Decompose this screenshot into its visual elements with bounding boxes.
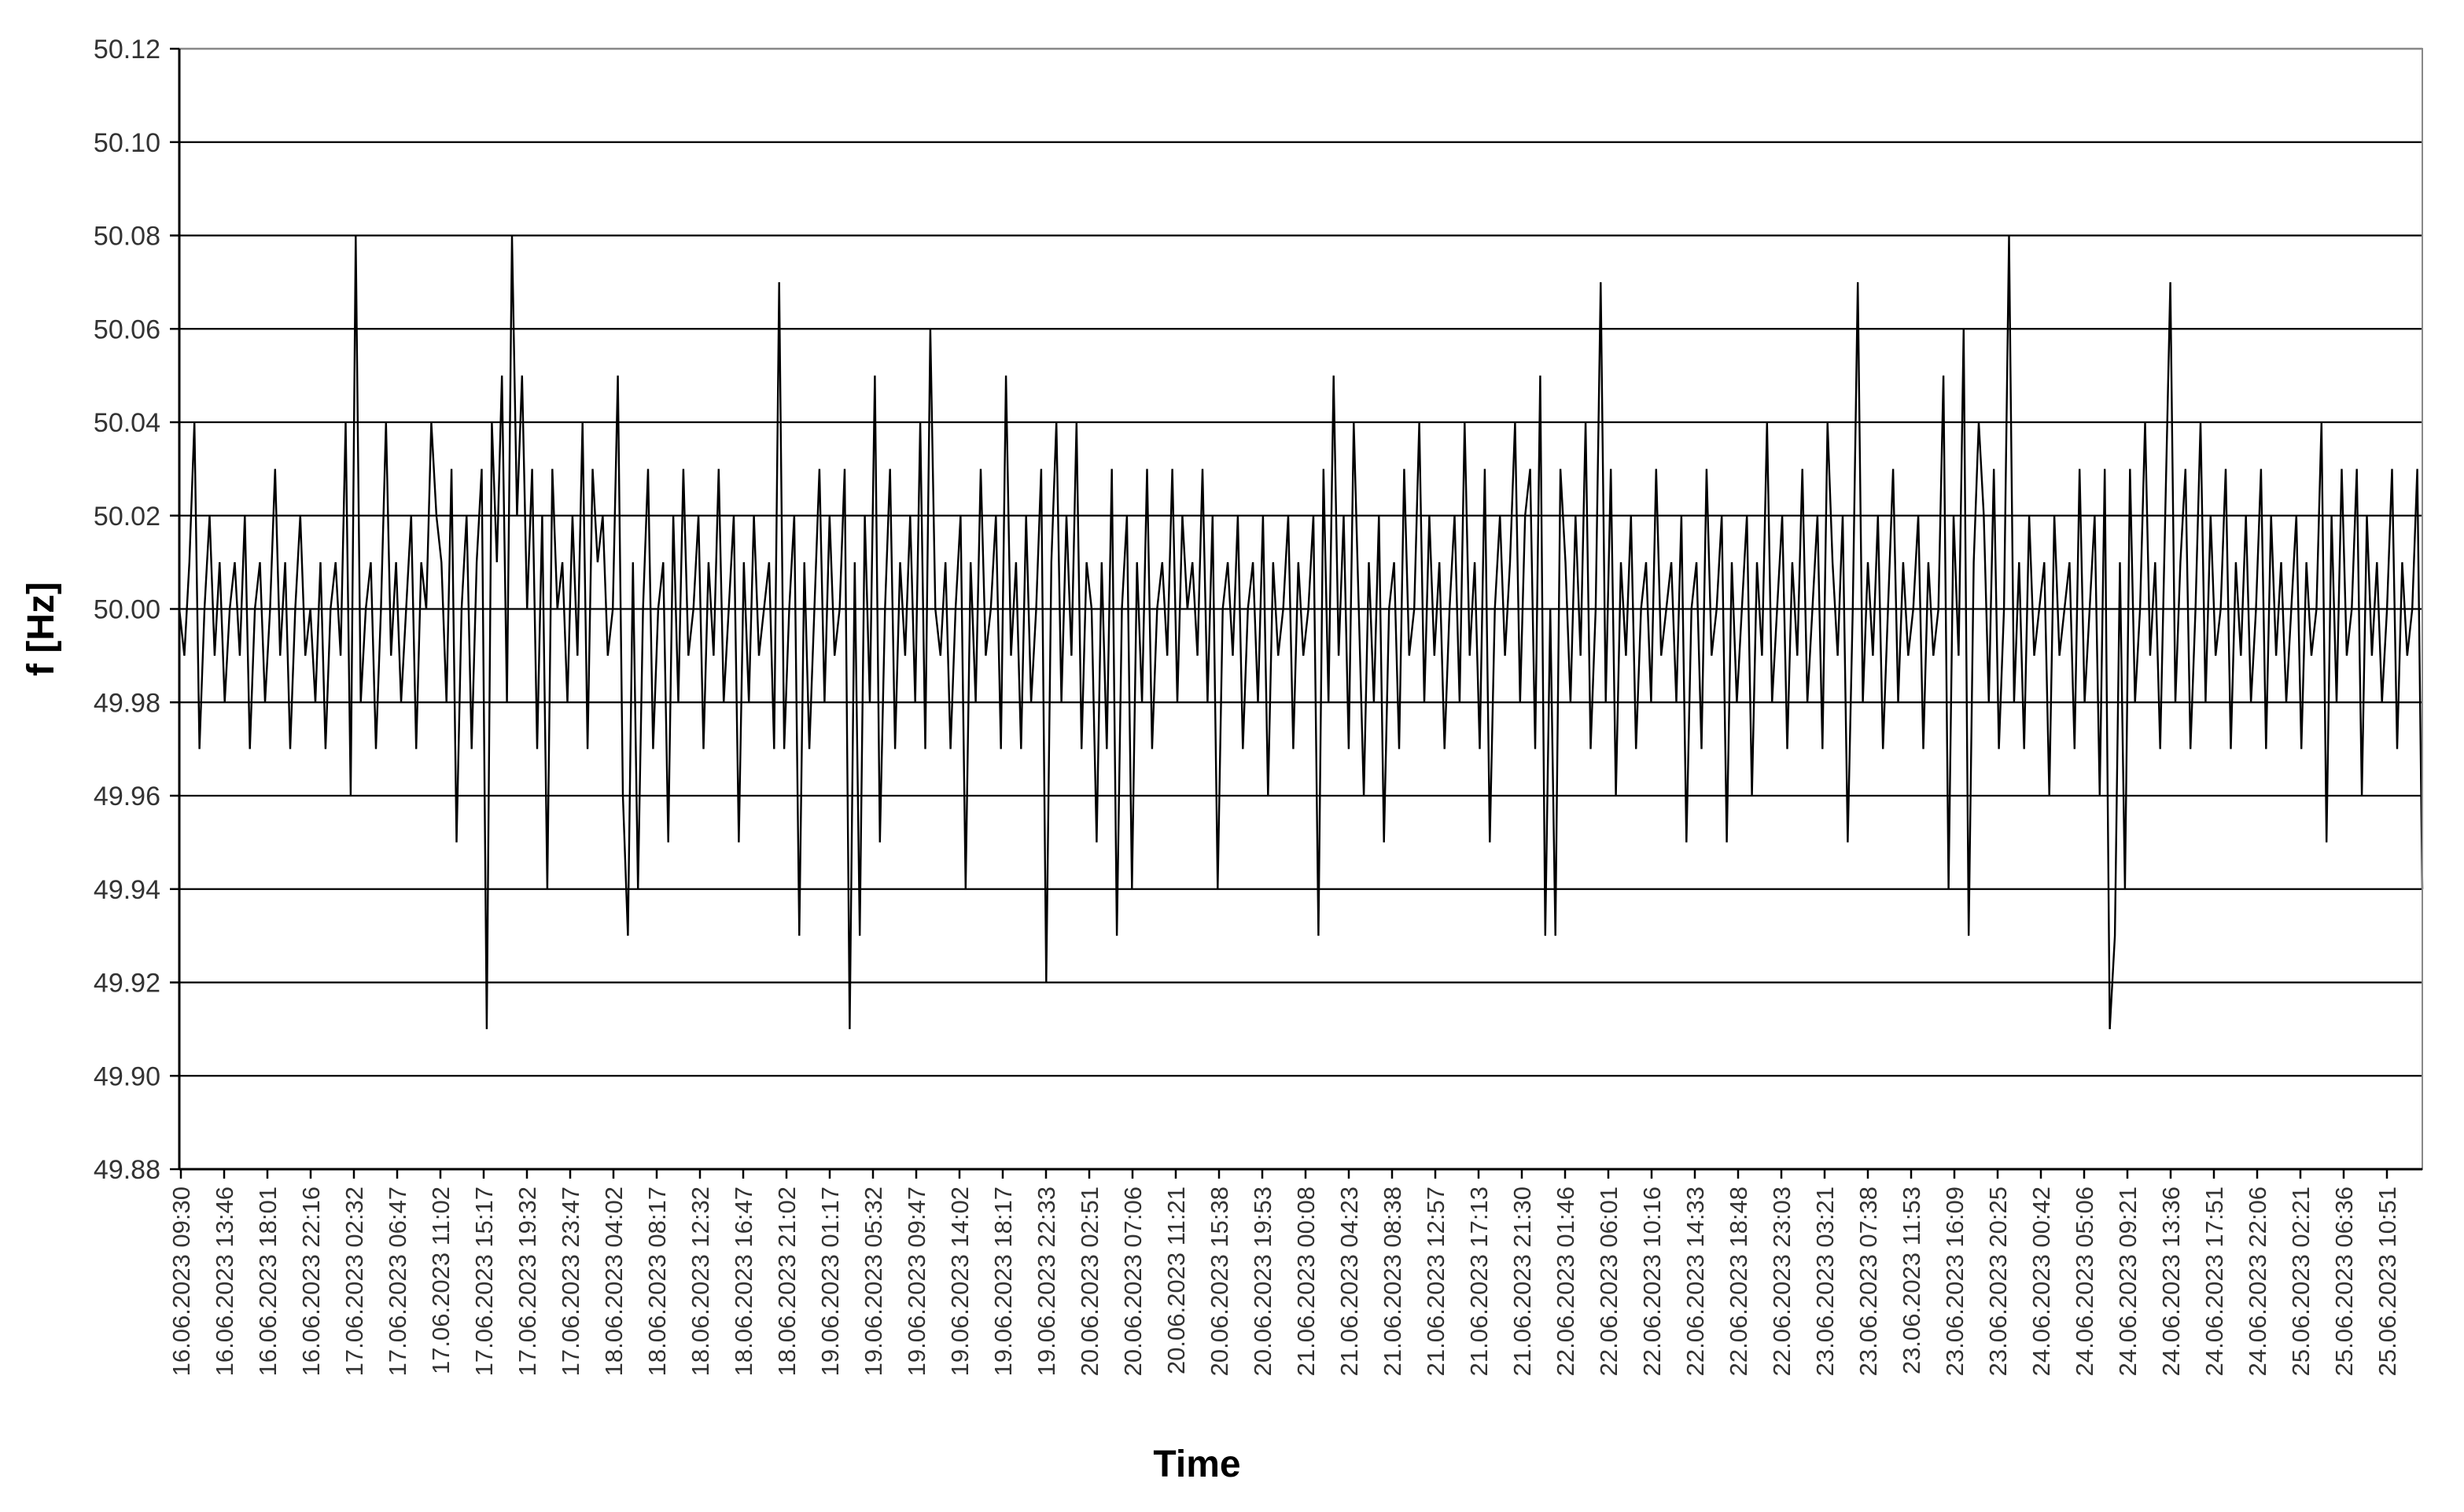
x-tick-label: 21.06.2023 12:57: [1422, 1186, 1449, 1376]
x-tick-label: 19.06.2023 18:17: [989, 1186, 1017, 1376]
x-tick-label: 18.06.2023 04:02: [600, 1186, 628, 1376]
x-tick-label: 20.06.2023 07:06: [1119, 1186, 1147, 1376]
y-tick-label: 49.90: [94, 1061, 160, 1091]
x-tick-label: 22.06.2023 14:33: [1681, 1186, 1709, 1376]
x-tick-label: 21.06.2023 08:38: [1379, 1186, 1406, 1376]
x-tick-label: 24.06.2023 22:06: [2244, 1186, 2271, 1376]
x-tick-label: 23.06.2023 03:21: [1811, 1186, 1839, 1376]
x-tick-label: 21.06.2023 00:08: [1292, 1186, 1320, 1376]
y-tick-label: 49.98: [94, 688, 160, 718]
x-tick-label: 24.06.2023 09:21: [2114, 1186, 2142, 1376]
x-tick-label: 23.06.2023 07:38: [1854, 1186, 1882, 1376]
x-tick-label: 22.06.2023 10:16: [1638, 1186, 1666, 1376]
y-tick-label: 50.08: [94, 222, 160, 252]
x-tick-label: 16.06.2023 09:30: [168, 1186, 195, 1376]
y-tick-label: 50.12: [94, 35, 160, 64]
x-tick-label: 17.06.2023 15:17: [470, 1186, 498, 1376]
x-tick-label: 18.06.2023 12:32: [687, 1186, 714, 1376]
x-tick-label: 19.06.2023 14:02: [946, 1186, 974, 1376]
x-tick-label: 17.06.2023 11:02: [427, 1186, 455, 1374]
x-tick-label: 24.06.2023 17:51: [2201, 1186, 2228, 1376]
y-tick-label: 50.00: [94, 595, 160, 625]
x-tick-label: 25.06.2023 10:51: [2374, 1186, 2401, 1376]
x-tick-label: 22.06.2023 18:48: [1725, 1186, 1752, 1376]
x-tick-label: 25.06.2023 06:36: [2330, 1186, 2358, 1376]
x-tick-label: 17.06.2023 19:32: [514, 1186, 541, 1376]
y-tick-label: 49.88: [94, 1155, 160, 1185]
y-tick-label: 49.94: [94, 875, 160, 905]
x-tick-label: 16.06.2023 22:16: [297, 1186, 325, 1376]
x-tick-label: 24.06.2023 00:42: [2028, 1186, 2055, 1376]
x-tick-label: 21.06.2023 21:30: [1508, 1186, 1536, 1376]
x-tick-label: 23.06.2023 20:25: [1984, 1186, 2012, 1376]
x-tick-label: 22.06.2023 23:03: [1768, 1186, 1796, 1376]
x-tick-label: 24.06.2023 05:06: [2071, 1186, 2098, 1376]
y-tick-label: 49.96: [94, 782, 160, 811]
x-tick-label: 17.06.2023 23:47: [557, 1186, 584, 1376]
x-tick-label: 16.06.2023 18:01: [254, 1186, 282, 1376]
series-line-frequency: [178, 235, 2424, 1029]
series-line-group: [178, 235, 2424, 1029]
x-tick-label: 23.06.2023 16:09: [1941, 1186, 1969, 1376]
y-axis-title: f [Hz]: [20, 582, 62, 676]
x-tick-label: 22.06.2023 01:46: [1552, 1186, 1579, 1376]
x-tick-label: 18.06.2023 08:17: [643, 1186, 671, 1376]
x-tick-label: 17.06.2023 06:47: [384, 1186, 411, 1376]
x-axis-title: Time: [1153, 1444, 1240, 1485]
x-tick-label: 21.06.2023 04:23: [1335, 1186, 1363, 1376]
x-tick-label: 16.06.2023 13:46: [211, 1186, 238, 1376]
x-tick-label: 25.06.2023 02:21: [2287, 1186, 2315, 1376]
x-tick-label: 20.06.2023 11:21: [1162, 1186, 1190, 1374]
x-tick-label: 23.06.2023 11:53: [1898, 1186, 1925, 1374]
y-tick-label: 49.92: [94, 969, 160, 999]
y-tick-label: 50.06: [94, 315, 160, 344]
x-tick-label: 18.06.2023 21:02: [773, 1186, 801, 1376]
x-tick-label: 18.06.2023 16:47: [730, 1186, 757, 1376]
x-tick-label: 20.06.2023 15:38: [1206, 1186, 1233, 1376]
x-tick-label: 19.06.2023 09:47: [903, 1186, 930, 1376]
x-axis-ticks: 16.06.2023 09:30 16.06.2023 13:46 16.06.20…: [168, 1169, 2401, 1376]
x-tick-label: 20.06.2023 02:51: [1076, 1186, 1103, 1376]
x-tick-label: 19.06.2023 01:17: [816, 1186, 844, 1376]
y-axis-ticks: 49.88 49.90 49.92 49.94 49.96 49.98 50.00 50.02…: [94, 35, 179, 1185]
x-tick-label: 20.06.2023 19:53: [1249, 1186, 1276, 1376]
x-tick-label: 21.06.2023 17:13: [1465, 1186, 1493, 1376]
x-tick-label: 24.06.2023 13:36: [2157, 1186, 2185, 1376]
y-tick-label: 50.04: [94, 408, 160, 438]
y-tick-label: 50.10: [94, 128, 160, 158]
x-tick-label: 17.06.2023 02:32: [341, 1186, 368, 1376]
x-tick-label: 22.06.2023 06:01: [1595, 1186, 1622, 1376]
y-tick-label: 50.02: [94, 502, 160, 532]
x-tick-label: 19.06.2023 05:32: [860, 1186, 887, 1376]
x-tick-label: 19.06.2023 22:33: [1033, 1186, 1060, 1376]
